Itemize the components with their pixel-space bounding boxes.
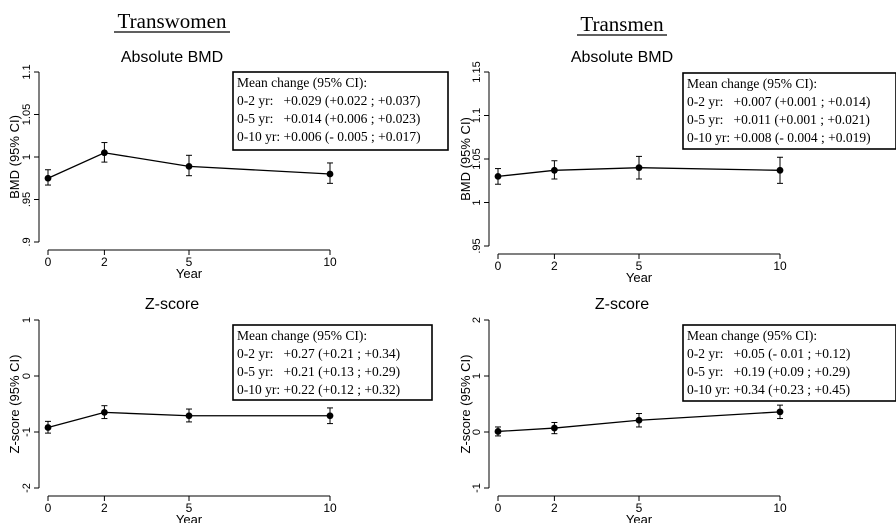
data-point bbox=[101, 149, 108, 157]
chart-title: Absolute BMD bbox=[121, 49, 223, 66]
y-tick-label: -1 bbox=[21, 427, 33, 437]
data-point bbox=[326, 170, 334, 178]
y-axis-title: BMD (95% CI) bbox=[7, 115, 22, 199]
x-tick-label: 5 bbox=[636, 259, 643, 273]
x-axis-title: Year bbox=[176, 512, 203, 523]
y-tick-label: 1 bbox=[21, 317, 33, 323]
annotation-line: Mean change (95% CI): bbox=[237, 75, 367, 90]
y-tick-label: -1 bbox=[471, 483, 483, 493]
data-point bbox=[101, 409, 108, 416]
y-tick-label: 1.1 bbox=[471, 108, 483, 123]
x-tick-label: 10 bbox=[773, 501, 787, 515]
x-tick-label: 10 bbox=[773, 259, 787, 273]
y-axis-title: Z-score (95% CI) bbox=[458, 355, 473, 454]
x-tick-label: 0 bbox=[495, 501, 502, 515]
x-axis-title: Year bbox=[626, 512, 653, 523]
data-point bbox=[635, 164, 643, 172]
x-axis-title: Year bbox=[626, 270, 653, 285]
series-line bbox=[47, 411, 330, 429]
x-tick-label: 2 bbox=[101, 255, 108, 269]
y-tick-label: 0 bbox=[21, 373, 33, 379]
chart-panel-transwomen-absolute-bmd: Absolute BMD .9 .95 1 1.05 1.1 BMD (95% CI) 0 2 5… bbox=[7, 49, 449, 281]
y-tick-label: 1.1 bbox=[21, 64, 33, 79]
y-tick-label: 1 bbox=[21, 154, 33, 160]
data-point bbox=[44, 424, 52, 431]
group-heading-transwomen: Transwomen bbox=[114, 9, 230, 33]
annotation-line: 0-5 yr: +0.014 (+0.006 ; +0.023) bbox=[237, 111, 420, 126]
x-tick-label: 10 bbox=[323, 501, 337, 515]
annotation-box bbox=[232, 324, 433, 401]
data-point bbox=[776, 408, 784, 416]
annotation-box bbox=[682, 72, 896, 150]
chart-title: Absolute BMD bbox=[571, 49, 673, 66]
series-line bbox=[497, 167, 781, 178]
y-tick-label: 1 bbox=[471, 373, 483, 379]
chart-panel-transmen-absolute-bmd: Absolute BMD .95 1 1.05 1.1 1.15 BMD (95% CI) 0… bbox=[458, 49, 896, 285]
annotation-line: Mean change (95% CI): bbox=[687, 76, 817, 91]
x-tick-label: 2 bbox=[551, 259, 558, 273]
x-tick-label: 5 bbox=[636, 501, 643, 515]
y-tick-label: 1.05 bbox=[21, 104, 33, 125]
annotation-line: 0-2 yr: +0.007 (+0.001 ; +0.014) bbox=[687, 94, 870, 109]
annotation-line: 0-5 yr: +0.19 (+0.09 ; +0.29) bbox=[687, 364, 850, 379]
x-tick-label: 0 bbox=[45, 501, 52, 515]
x-tick-label: 2 bbox=[101, 501, 108, 515]
annotation-line: Mean change (95% CI): bbox=[237, 328, 367, 343]
y-tick-label: .9 bbox=[21, 237, 33, 246]
y-tick-label: 1.05 bbox=[471, 148, 483, 169]
y-tick-label: .95 bbox=[21, 192, 33, 207]
y-tick-label: 2 bbox=[471, 317, 483, 323]
annotation-line: 0-5 yr: +0.21 (+0.13 ; +0.29) bbox=[237, 364, 400, 379]
group-heading-transmen: Transmen bbox=[577, 12, 667, 36]
y-tick-label: 0 bbox=[471, 429, 483, 435]
annotation-line: 0-2 yr: +0.029 (+0.022 ; +0.037) bbox=[237, 93, 420, 108]
annotation-line: Mean change (95% CI): bbox=[687, 328, 817, 343]
annotation-line: 0-5 yr: +0.011 (+0.001 ; +0.021) bbox=[687, 112, 870, 127]
chart-title: Z-score bbox=[145, 296, 199, 313]
data-point bbox=[44, 174, 52, 182]
x-tick-label: 0 bbox=[45, 255, 52, 269]
annotation-line: 0-10 yr: +0.008 (- 0.004 ; +0.019) bbox=[687, 130, 871, 145]
x-tick-label: 10 bbox=[323, 255, 337, 269]
x-tick-label: 5 bbox=[186, 255, 193, 269]
data-point bbox=[776, 166, 784, 174]
data-point bbox=[494, 173, 502, 180]
data-point bbox=[551, 166, 558, 174]
annotation-box bbox=[232, 71, 449, 151]
group-title-transmen: Transmen bbox=[580, 12, 664, 36]
x-tick-label: 0 bbox=[495, 259, 502, 273]
y-tick-label: .95 bbox=[471, 238, 483, 253]
group-title-transwomen: Transwomen bbox=[118, 9, 227, 33]
y-tick-label: 1.15 bbox=[471, 61, 483, 82]
y-axis-title: Z-score (95% CI) bbox=[7, 355, 22, 454]
chart-title: Z-score bbox=[595, 296, 649, 313]
data-point bbox=[326, 412, 334, 420]
x-tick-label: 5 bbox=[186, 501, 193, 515]
x-axis-title: Year bbox=[176, 266, 203, 281]
y-tick-label: -2 bbox=[21, 483, 33, 493]
y-tick-label: 1 bbox=[471, 199, 483, 205]
annotation-line: 0-2 yr: +0.27 (+0.21 ; +0.34) bbox=[237, 346, 400, 361]
x-tick-label: 2 bbox=[551, 501, 558, 515]
series-line bbox=[47, 152, 331, 179]
y-axis-title: BMD (95% CI) bbox=[458, 117, 473, 201]
annotation-line: 0-10 yr: +0.34 (+0.23 ; +0.45) bbox=[687, 382, 850, 397]
annotation-line: 0-10 yr: +0.22 (+0.12 ; +0.32) bbox=[237, 382, 400, 397]
annotation-line: 0-2 yr: +0.05 (- 0.01 ; +0.12) bbox=[687, 346, 850, 361]
data-point bbox=[635, 416, 643, 424]
data-point bbox=[185, 412, 193, 420]
series-line bbox=[497, 411, 781, 433]
data-point bbox=[185, 162, 193, 170]
annotation-line: 0-10 yr: +0.006 (- 0.005 ; +0.017) bbox=[237, 129, 421, 144]
annotation-box bbox=[682, 324, 896, 402]
data-point bbox=[494, 428, 502, 435]
data-point bbox=[551, 424, 558, 432]
